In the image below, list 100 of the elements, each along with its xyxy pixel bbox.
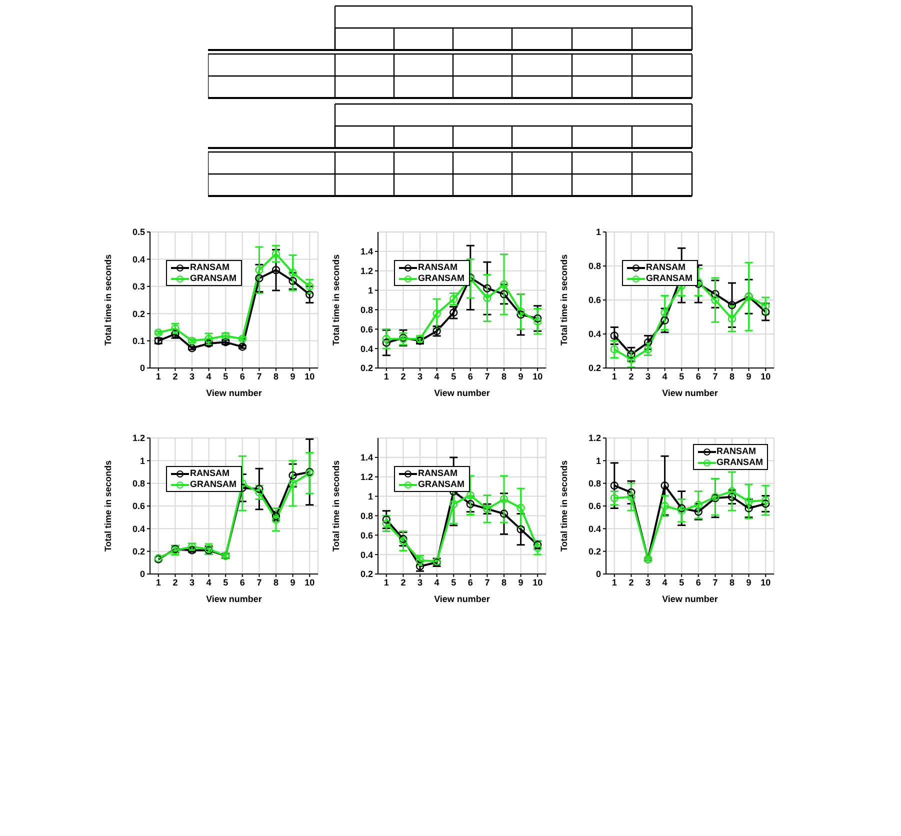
x-tick-label: 7 [256,577,262,588]
x-tick-label: 8 [273,577,279,588]
y-tick-label: 0.8 [360,510,373,521]
y-tick-label: 0.4 [132,524,145,534]
x-tick-label: 1 [384,577,389,588]
y-tick-label: 0.8 [360,304,373,315]
x-tick-label: 10 [760,371,771,382]
x-axis-title: View number [662,594,718,604]
y-tick-label: 1 [596,456,601,466]
y-axis-title: Total time in seconds [559,254,570,346]
x-axis-title: View number [662,388,718,398]
legend-label: RANSAM [418,468,458,479]
x-tick-label: 6 [696,577,701,588]
y-tick-label: 1.4 [360,452,373,463]
x-tick-label: 3 [189,577,195,588]
x-tick-label: 2 [628,371,634,382]
legend-label: RANSAM [190,262,230,273]
x-tick-label: 4 [662,577,668,588]
y-tick-label: 0.8 [132,478,145,489]
x-tick-label: 9 [518,577,524,588]
x-tick-label: 10 [760,577,771,588]
x-tick-label: 9 [746,577,752,588]
x-tick-label: 1 [384,371,389,382]
x-tick-label: 3 [417,371,423,382]
x-tick-label: 2 [172,371,178,382]
y-tick-label: 1.2 [132,433,145,444]
y-tick-label: 0.3 [132,282,145,292]
x-tick-label: 7 [256,371,262,382]
x-tick-label: 8 [729,577,735,588]
y-tick-label: 1 [368,285,373,296]
x-tick-label: 8 [729,371,735,382]
legend-label: GRANSAM [716,457,763,468]
x-tick-label: 2 [172,577,178,588]
y-tick-label: 1 [368,491,373,502]
legend-label: GRANSAM [646,273,692,284]
x-tick-label: 8 [501,577,507,588]
x-axis-title: View number [206,594,262,604]
legend-label: GRANSAM [418,479,464,490]
legend-label: GRANSAM [418,273,464,284]
y-tick-label: 0.4 [132,254,145,264]
y-tick-label: 0.2 [588,363,601,374]
x-tick-label: 5 [451,577,456,588]
x-tick-label: 3 [645,371,651,382]
legend-label: GRANSAM [190,273,236,284]
y-tick-label: 0.2 [588,546,601,557]
legend-label: GRANSAM [190,479,236,490]
x-tick-label: 9 [290,371,296,382]
x-tick-label: 2 [400,371,406,382]
y-tick-label: 0 [596,569,601,580]
y-tick-label: 0.4 [588,524,601,534]
x-tick-label: 6 [468,577,473,588]
x-tick-label: 5 [679,371,684,382]
x-tick-label: 2 [628,577,634,588]
y-tick-label: 0 [140,569,145,580]
y-tick-label: 1 [140,456,145,466]
y-tick-label: 0.6 [132,501,145,512]
x-axis-title: View number [206,388,262,398]
x-tick-label: 2 [400,577,406,588]
x-tick-label: 4 [206,577,212,588]
y-tick-label: 0.5 [132,227,145,238]
x-tick-label: 6 [240,577,245,588]
x-tick-label: 3 [645,577,651,588]
x-tick-label: 10 [304,371,315,382]
y-tick-label: 0.6 [360,530,373,540]
y-tick-label: 1.2 [360,266,373,276]
x-tick-label: 1 [156,371,161,382]
y-tick-label: 0.8 [588,478,601,489]
x-tick-label: 1 [156,577,161,588]
x-tick-label: 10 [532,577,543,588]
y-tick-label: 0.2 [132,546,145,557]
x-tick-label: 10 [304,577,315,588]
x-tick-label: 6 [240,371,245,382]
y-tick-label: 0.6 [588,501,601,512]
x-tick-label: 7 [484,371,490,382]
x-tick-label: 5 [451,371,456,382]
y-tick-label: 1 [596,227,601,238]
y-tick-label: 0.2 [360,363,373,374]
x-tick-label: 7 [712,577,718,588]
legend-label: RANSAM [646,262,686,273]
x-tick-label: 4 [662,371,668,382]
legend-label: RANSAM [418,262,458,273]
y-tick-label: 0.6 [588,295,601,306]
x-tick-label: 9 [746,371,752,382]
y-axis-title: Total time in seconds [331,254,342,346]
x-tick-label: 10 [532,371,543,382]
x-tick-label: 8 [273,371,279,382]
x-tick-label: 4 [206,371,212,382]
y-axis-title: Total time in seconds [103,460,114,552]
x-tick-label: 4 [434,577,440,588]
y-axis-title: Total time in seconds [559,460,570,552]
x-tick-label: 1 [612,371,617,382]
x-tick-label: 9 [290,577,296,588]
x-tick-label: 8 [501,371,507,382]
x-tick-label: 6 [468,371,473,382]
x-axis-title: View number [434,594,490,604]
y-tick-label: 0.1 [132,336,145,346]
y-tick-label: 0.6 [360,324,373,334]
legend-label: RANSAM [716,446,756,457]
x-tick-label: 7 [712,371,718,382]
x-tick-label: 7 [484,577,490,588]
